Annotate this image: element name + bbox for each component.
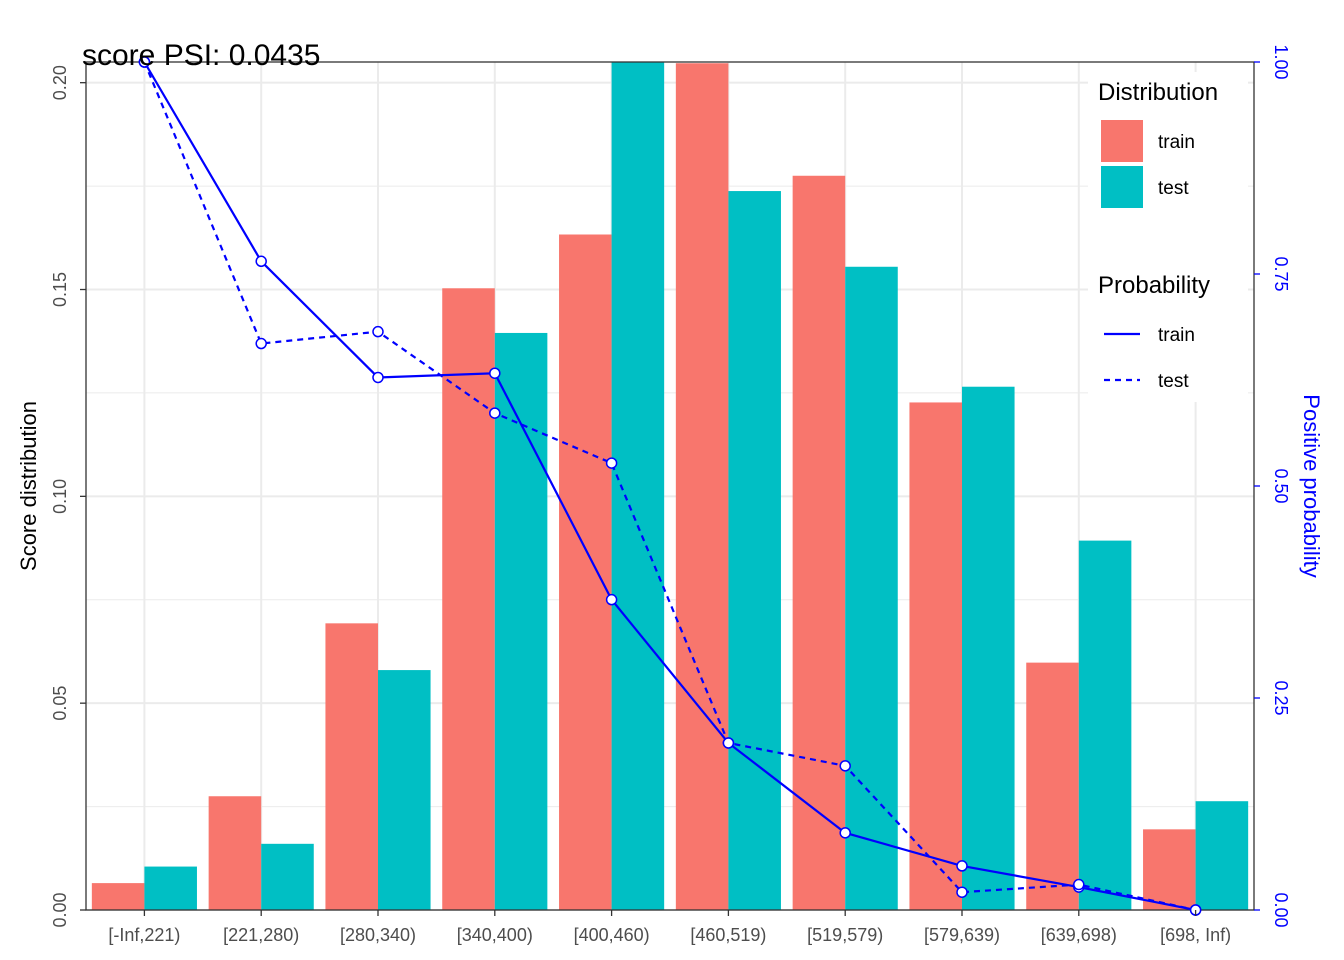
y-axis-title: Score distribution (16, 401, 41, 571)
prob-point-test (722, 737, 735, 749)
legend-label-train: train (1158, 132, 1195, 153)
x-tick-label: [698, Inf) (1160, 925, 1231, 945)
axes: 0.00 0.05 0.10 0.15 0.20 0.00 0.25 0.50 0.75 1.00… (50, 44, 1291, 945)
y-right-tick-label: 0.00 (1271, 892, 1291, 927)
bar-train (208, 796, 262, 910)
prob-line-test (143, 61, 1196, 912)
y-right-tick-label: 0.75 (1271, 256, 1291, 291)
bar-train (909, 402, 962, 910)
y-tick-label: 0.15 (50, 272, 70, 307)
legend: Distribution train test Probability trai… (1088, 72, 1248, 402)
bar-train (325, 623, 378, 910)
x-tick-label: [519,579) (807, 925, 883, 945)
legend-label-test: test (1158, 178, 1189, 199)
bar-train (1026, 662, 1079, 910)
prob-point-test (489, 407, 501, 419)
x-tick-label: [579,639) (924, 925, 1000, 945)
bar-test (611, 62, 665, 910)
x-tick-label: [221,280) (223, 925, 299, 945)
x-tick-label: [340,400) (457, 925, 533, 945)
prob-point-test (956, 886, 968, 898)
bar-train (792, 175, 846, 910)
x-tick-label: [460,519) (690, 925, 766, 945)
y-axis-right-title: Positive probability (1299, 394, 1324, 577)
prob-point-test (839, 760, 851, 772)
bar-test (845, 266, 898, 910)
y-tick-label: 0.10 (50, 479, 70, 514)
prob-point-train (372, 371, 384, 384)
bar-test (261, 843, 314, 910)
y-right-tick-label: 0.50 (1271, 468, 1291, 503)
x-tick-label: [-Inf,221) (108, 925, 180, 945)
legend-prob-label-train: train (1158, 325, 1195, 346)
x-tick-label: [639,698) (1041, 925, 1117, 945)
bar-train (91, 883, 145, 910)
bar-train (559, 234, 612, 910)
prob-point-train (839, 827, 851, 839)
prob-point-train (605, 593, 618, 606)
bar-test (144, 866, 197, 910)
prob-line-train (143, 61, 1196, 912)
bar-test (1078, 540, 1132, 910)
prob-point-train (255, 255, 267, 268)
y-right-tick-label: 1.00 (1271, 44, 1291, 79)
prob-point-test (372, 325, 384, 338)
prob-point-test (255, 337, 267, 350)
bars (91, 62, 1249, 911)
bar-test (962, 386, 1015, 911)
prob-point-train (956, 860, 968, 872)
prob-point-test (138, 56, 151, 68)
x-tick-label: [400,460) (574, 925, 650, 945)
probability-lines (138, 56, 1202, 916)
bar-test (378, 670, 431, 910)
legend-key-train (1101, 120, 1143, 162)
y-tick-label: 0.20 (50, 65, 70, 100)
prob-point-test (605, 457, 618, 469)
bar-test (1195, 801, 1249, 910)
bar-train (1143, 829, 1196, 910)
prob-point-test (1073, 878, 1085, 891)
x-tick-label: [280,340) (340, 925, 416, 945)
bar-test (728, 191, 781, 910)
bar-test (494, 332, 548, 910)
y-tick-label: 0.00 (50, 892, 70, 927)
chart-title: score PSI: 0.0435 (82, 39, 320, 72)
legend-prob-label-test: test (1158, 371, 1189, 392)
y-tick-label: 0.05 (50, 686, 70, 721)
legend-distribution-title: Distribution (1098, 79, 1218, 106)
prob-point-train (489, 367, 501, 379)
legend-key-test (1101, 166, 1143, 208)
legend-probability-title: Probability (1098, 272, 1210, 299)
y-right-tick-label: 0.25 (1271, 680, 1291, 715)
bar-train (675, 63, 729, 911)
bar-train (442, 288, 495, 910)
